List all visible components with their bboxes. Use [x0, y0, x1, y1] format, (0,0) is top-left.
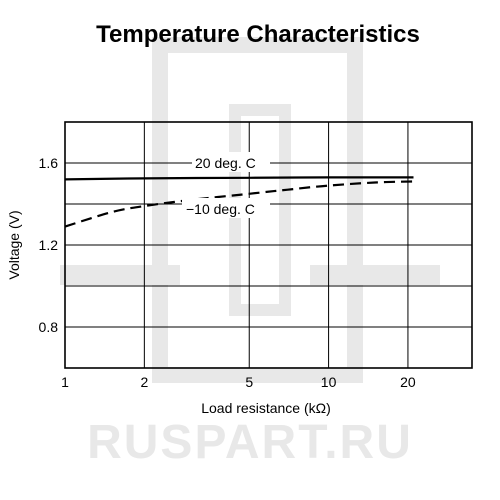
- plot-area-frame: [64, 121, 473, 369]
- series-line-20c: [64, 176, 414, 181]
- y-tick-label: 1.2: [39, 237, 59, 253]
- y-tick-label: 1.6: [39, 155, 59, 171]
- watermark-text: RUSPART.RU: [87, 416, 413, 469]
- annotation-20c-bg: [192, 152, 270, 172]
- x-tick-label: 1: [61, 374, 69, 390]
- annotation-20c: 20 deg. C: [195, 155, 256, 171]
- x-tick-label: 5: [245, 374, 253, 390]
- x-tick-label: 2: [140, 374, 148, 390]
- x-tick-labels: 1 2 5 10 20: [61, 374, 416, 390]
- series-line-minus10c: [64, 180, 414, 228]
- y-tick-labels: 0.8 1.2 1.6: [39, 155, 59, 335]
- watermark-bar-right: [310, 265, 440, 285]
- y-axis-label: Voltage (V): [6, 210, 22, 279]
- watermark-frame-outer: [152, 37, 363, 383]
- watermark-bar-left: [60, 265, 180, 285]
- x-tick-label: 20: [400, 374, 416, 390]
- y-tick-label: 0.8: [39, 319, 59, 335]
- x-tick-label: 10: [321, 374, 337, 390]
- annotations: 20 deg. C −10 deg. C: [182, 152, 270, 218]
- x-axis-label: Load resistance (kΩ): [201, 400, 331, 416]
- series-lines: [64, 176, 414, 228]
- chart-title: Temperature Characteristics: [96, 21, 420, 48]
- annotation-minus10c-bg: [182, 198, 270, 218]
- annotation-minus10c: −10 deg. C: [186, 201, 255, 217]
